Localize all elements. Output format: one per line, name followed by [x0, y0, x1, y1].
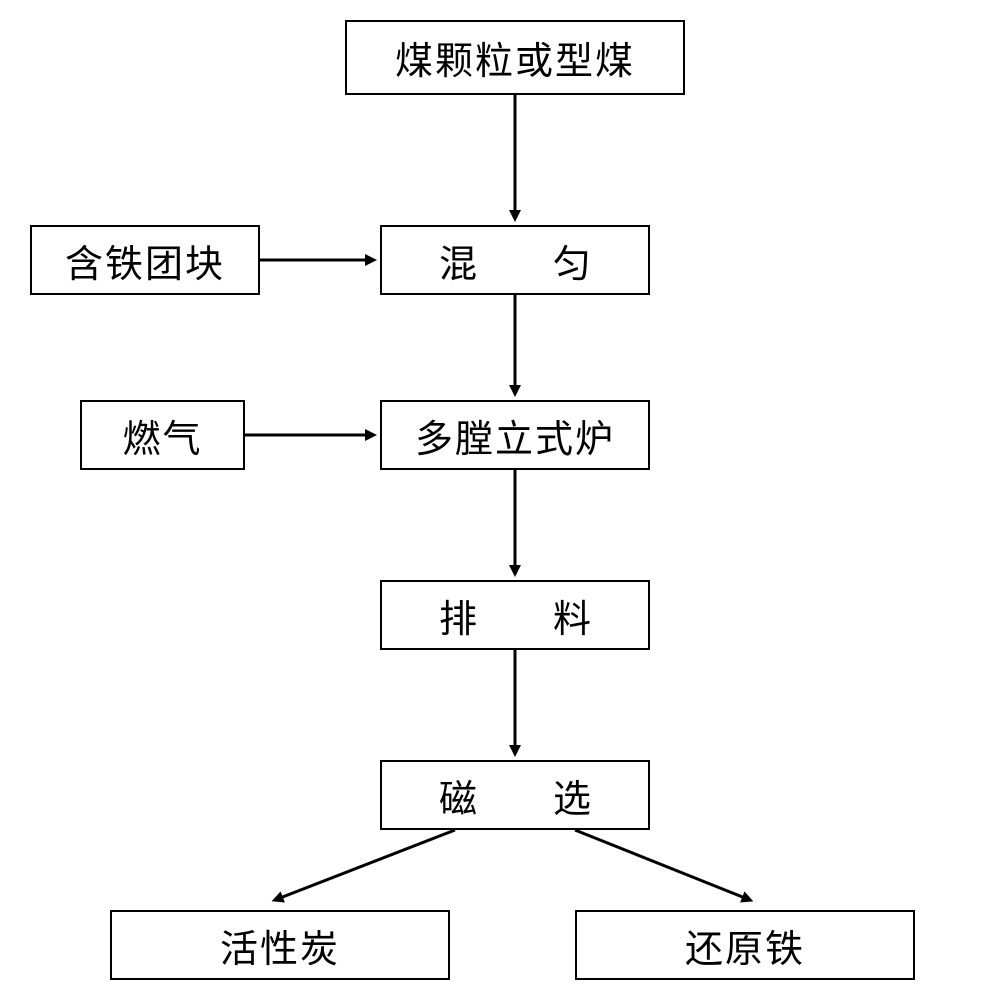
node-label: 煤颗粒或型煤	[395, 30, 635, 85]
node-label: 燃气	[122, 408, 202, 463]
node-label: 混 匀	[439, 233, 591, 288]
node-furnace: 多膛立式炉	[380, 400, 650, 470]
flowchart-arrows	[0, 0, 989, 1000]
node-activated-carbon: 活性炭	[110, 910, 450, 980]
node-magnetic-sep: 磁 选	[380, 760, 650, 830]
node-label: 含铁团块	[65, 233, 225, 288]
node-reduced-iron: 还原铁	[575, 910, 915, 980]
node-label: 多膛立式炉	[415, 408, 615, 463]
node-coal-input: 煤颗粒或型煤	[345, 20, 685, 95]
node-mix: 混 匀	[380, 225, 650, 295]
node-label: 排 料	[439, 588, 591, 643]
node-label: 还原铁	[685, 918, 805, 973]
node-gas: 燃气	[80, 400, 245, 470]
node-discharge: 排 料	[380, 580, 650, 650]
node-label: 磁 选	[439, 768, 591, 823]
node-label: 活性炭	[220, 918, 340, 973]
node-iron-block: 含铁团块	[30, 225, 260, 295]
